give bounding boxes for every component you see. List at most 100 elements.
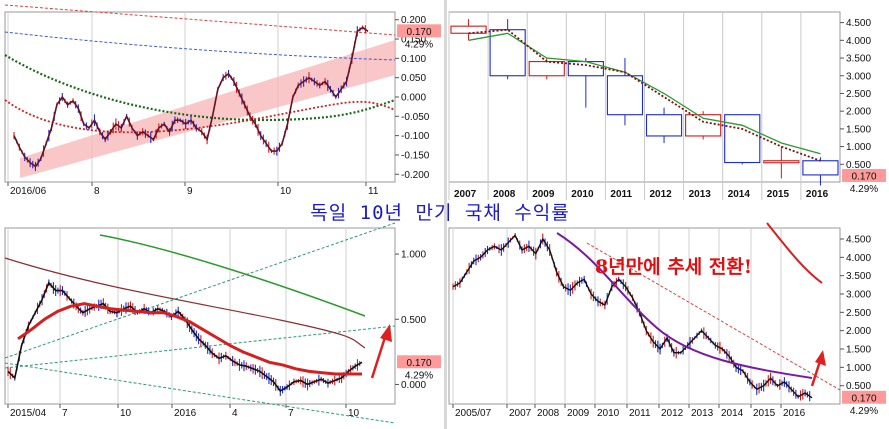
y-tick-label: -0.200 bbox=[401, 170, 430, 181]
candle-body bbox=[724, 114, 761, 164]
candle-body bbox=[763, 160, 800, 164]
y-tick-label: 1.000 bbox=[846, 142, 871, 153]
candle-body bbox=[802, 160, 839, 176]
x-tick-label: 2016 bbox=[783, 408, 806, 419]
x-tick-label: 4 bbox=[232, 408, 238, 419]
y-tick-label: 1.000 bbox=[846, 363, 871, 374]
trend-line-green-mid bbox=[4, 325, 396, 369]
y-tick-label: -0.050 bbox=[401, 112, 430, 123]
x-tick-label: 2012 bbox=[661, 408, 684, 419]
up-arrow-shaft bbox=[370, 333, 388, 379]
x-tick-label: 2008 bbox=[493, 189, 516, 200]
x-tick-label: 8 bbox=[94, 186, 100, 197]
y-tick-label: 1.500 bbox=[846, 345, 871, 356]
last-value-label: 0.170 bbox=[406, 358, 431, 369]
trend-line-green-upper bbox=[4, 222, 396, 359]
y-tick-label: 1.500 bbox=[846, 124, 871, 135]
candle-body bbox=[645, 114, 683, 137]
y-tick-label: 3.500 bbox=[846, 271, 871, 282]
candle-body bbox=[528, 61, 565, 77]
x-tick-label: 2016 bbox=[806, 189, 829, 200]
y-tick-label: 0.200 bbox=[401, 15, 426, 26]
ma-blue-dashed bbox=[4, 31, 396, 61]
x-tick-label: 2015 bbox=[767, 189, 790, 200]
chart-bottom-right: 4.500 4.000 3.500 3.000 2.500 2.000 1.500 1.000… bbox=[447, 222, 889, 429]
x-tick-label: 2008 bbox=[537, 408, 560, 419]
x-tick-label: 2013 bbox=[691, 408, 714, 419]
price-line bbox=[452, 234, 813, 399]
last-value-label: 0.170 bbox=[851, 393, 876, 404]
x-tick-label: 2015 bbox=[753, 408, 776, 419]
y-tick-label: 0.500 bbox=[846, 160, 871, 171]
y-tick-label: 3.500 bbox=[846, 54, 871, 65]
x-tick-label: 2015/04 bbox=[10, 408, 47, 419]
x-tick-label: 2009 bbox=[567, 408, 590, 419]
y-tick-label: 0.100 bbox=[401, 54, 426, 65]
y-tick-label: 3.000 bbox=[846, 71, 871, 82]
trend-band bbox=[20, 40, 395, 178]
page-title: 독일 10년 만기 국채 수익률 bbox=[310, 202, 570, 224]
x-tick-label: 2010 bbox=[571, 189, 594, 200]
x-tick-label: 7 bbox=[62, 408, 68, 419]
y-tick-label: 4.500 bbox=[846, 235, 871, 246]
trend-line-red-dashed bbox=[586, 242, 841, 391]
y-tick-label: 4.500 bbox=[846, 18, 871, 29]
y-tick-label: 1.000 bbox=[401, 250, 426, 261]
y-tick-label: 0.150 bbox=[401, 35, 426, 46]
x-tick-label: 11 bbox=[368, 186, 379, 197]
y-tick-label: 2.500 bbox=[846, 308, 871, 319]
up-arrow-head bbox=[815, 350, 826, 366]
change-label: 4.29% bbox=[405, 39, 433, 50]
last-value-box bbox=[397, 355, 441, 369]
price-line bbox=[13, 26, 369, 168]
x-tick-label: 10 bbox=[120, 408, 132, 419]
chart-top-left: 0.200 0.150 0.100 0.050 0.000 -0.050 -0.100 -0.… bbox=[0, 0, 444, 205]
ma-green-dotted bbox=[4, 54, 396, 122]
y-tick-label: 3.000 bbox=[846, 290, 871, 301]
last-value-box bbox=[397, 24, 441, 38]
chart-top-left-svg: 0.200 0.150 0.100 0.050 0.000 -0.050 -0.100 -0.… bbox=[4, 4, 441, 197]
y-tick-label: -0.100 bbox=[401, 131, 430, 142]
x-tick-label: 2009 bbox=[532, 189, 555, 200]
ma-red-line bbox=[17, 302, 362, 376]
x-tick-label: 2010 bbox=[597, 408, 620, 419]
trend-annotation: 8년만에 추세 전환! bbox=[595, 256, 753, 278]
change-label: 4.29% bbox=[405, 370, 433, 381]
last-value-label: 0.170 bbox=[851, 171, 876, 182]
y-tick-label: -0.150 bbox=[401, 150, 430, 161]
ma-purple-line bbox=[556, 232, 813, 379]
y-tick-label: 0.050 bbox=[401, 73, 426, 84]
up-arrow-head bbox=[380, 324, 392, 342]
y-tick-label: 0.500 bbox=[846, 381, 871, 392]
x-tick-label: 2011 bbox=[629, 408, 651, 419]
ma-brown-line bbox=[4, 257, 366, 349]
y-tick-label: 0.500 bbox=[401, 315, 426, 326]
chart-bottom-left-svg: 1.000 0.500 0.000 2015/04 7 10 2016 4 7 10 0.1704.… bbox=[4, 222, 441, 424]
y-tick-label: 4.000 bbox=[846, 253, 871, 264]
y-tick-label: 2.000 bbox=[846, 326, 871, 337]
trend-line-upper bbox=[4, 4, 396, 36]
y-tick-label: 2.000 bbox=[846, 107, 871, 118]
x-tick-label: 2007 bbox=[509, 408, 532, 419]
x-tick-label: 2014 bbox=[728, 189, 751, 200]
x-tick-label: 10 bbox=[348, 408, 360, 419]
chart-top-right: 4.500 4.000 3.500 3.000 2.500 2.000 1.500 1.000… bbox=[447, 0, 889, 205]
plot-area bbox=[4, 227, 396, 405]
x-tick-label: 9 bbox=[187, 186, 193, 197]
last-value-label: 0.170 bbox=[406, 27, 431, 38]
ma-red-dotted bbox=[4, 99, 396, 134]
y-tick-label: 0.000 bbox=[401, 93, 426, 104]
x-tick-label: 2014 bbox=[721, 408, 744, 419]
last-value-box bbox=[842, 168, 886, 182]
x-tick-label: 2007 bbox=[454, 189, 477, 200]
x-tick-label: 2005/07 bbox=[455, 408, 492, 419]
x-tick-label: 7 bbox=[288, 408, 294, 419]
x-tick-label: 2011 bbox=[610, 189, 632, 200]
y-tick-label: 4.000 bbox=[846, 36, 871, 47]
candle-body bbox=[450, 25, 487, 34]
chart-bottom-right-svg: 4.500 4.000 3.500 3.000 2.500 2.000 1.500 1.000… bbox=[448, 222, 886, 419]
trend-line-green-lower bbox=[4, 362, 396, 424]
panel-divider bbox=[444, 0, 447, 429]
y-tick-label: 2.500 bbox=[846, 89, 871, 100]
y-tick-label: 0.000 bbox=[401, 380, 426, 391]
